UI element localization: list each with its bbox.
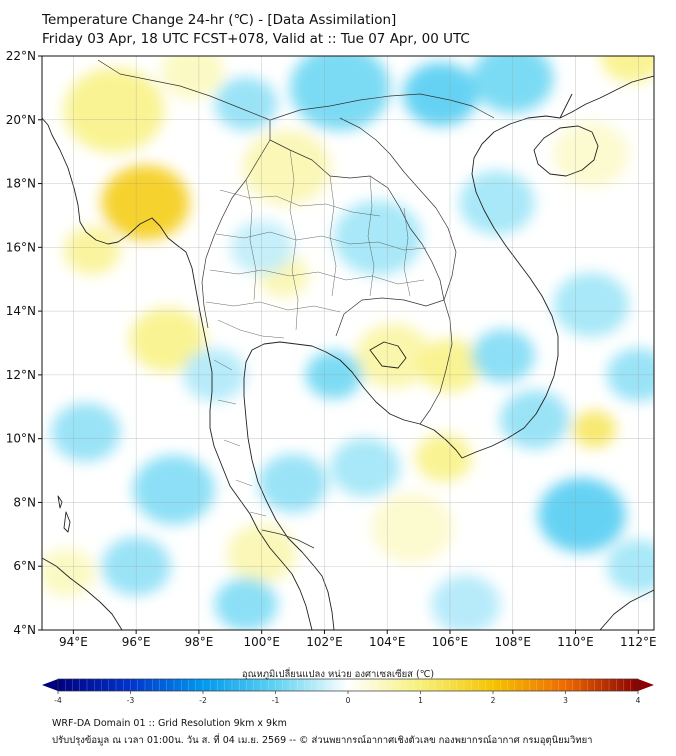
warm-anomaly	[572, 410, 617, 448]
border-thailand-laos	[269, 139, 445, 301]
warm-anomaly	[63, 67, 165, 153]
cool-anomaly	[431, 575, 501, 630]
lat-tick-label: 6°N	[13, 559, 36, 573]
lat-tick-label: 18°N	[6, 177, 36, 191]
coastline-mainland	[42, 117, 313, 630]
lat-tick-label: 10°N	[6, 432, 36, 446]
lon-tick-label: 110°E	[557, 635, 594, 649]
colorbar-tick-label: -1	[272, 696, 280, 705]
cool-anomaly	[537, 477, 626, 553]
coastline-leizhou	[559, 93, 573, 119]
coastline-gulf-east	[295, 343, 463, 459]
map-frame	[41, 55, 655, 631]
thailand-provinces	[205, 149, 427, 517]
border-myanmar-thailand	[201, 139, 271, 329]
cool-anomaly	[330, 438, 400, 497]
lon-tick-label: 112°E	[620, 635, 657, 649]
lon-tick-label: 94°E	[59, 635, 88, 649]
cool-anomaly	[289, 56, 391, 131]
colorbar-min-arrow	[42, 679, 58, 691]
lat-tick-label: 12°N	[6, 368, 36, 382]
lon-tick-label: 106°E	[432, 635, 469, 649]
warm-anomaly	[129, 307, 206, 372]
lat-tick-label: 22°N	[6, 49, 36, 63]
lat-tick-label: 4°N	[13, 623, 36, 637]
warm-anomaly	[101, 165, 190, 241]
cool-anomaly	[402, 62, 479, 127]
graticule	[42, 56, 654, 630]
lat-tick-label: 16°N	[6, 240, 36, 254]
issued-credit: ปรับปรุงข้อมูล ณ เวลา 01:00น. วัน ส. ที่…	[52, 735, 593, 746]
warm-anomaly	[600, 56, 654, 83]
lon-tick-label: 96°E	[122, 635, 151, 649]
coastline-gulf-west	[243, 341, 335, 630]
cool-anomaly	[133, 455, 215, 525]
cool-anomaly	[500, 390, 570, 449]
lon-tick-label: 100°E	[243, 635, 280, 649]
map-axes: 4°N 6°N 8°N 10°N 12°N 14°N 16°N 18°N 20°N 22°N 94°…	[6, 49, 657, 649]
cool-anomaly	[214, 77, 278, 131]
lat-tick-label: 14°N	[6, 304, 36, 318]
map-subtitle: Friday 03 Apr, 18 UTC FCST+078, Valid at…	[42, 31, 470, 47]
warm-anomaly	[42, 548, 96, 597]
cool-anomaly	[51, 402, 121, 462]
warm-anomaly	[415, 433, 472, 482]
cool-anomaly	[333, 200, 422, 276]
cool-anomaly	[459, 170, 535, 235]
lon-tick-label: 102°E	[306, 635, 343, 649]
colorbar-tick-label: 4	[636, 696, 641, 705]
lat-tick-label: 20°N	[6, 113, 36, 127]
border-thailand-malaysia	[261, 529, 315, 549]
warm-anomaly	[371, 493, 454, 563]
colorbar-scale	[58, 679, 638, 691]
colorbar: -4 -3 -2 -1 0 1 2 3 4	[42, 678, 654, 705]
border-china-north	[97, 59, 495, 121]
colorbar-tick-label: 0	[346, 696, 351, 705]
warm-anomaly	[161, 56, 225, 99]
coastline-borneo	[599, 589, 654, 630]
coastline-hainan	[533, 125, 599, 177]
coastline-vietnam	[461, 75, 654, 459]
warm-anomaly	[63, 226, 121, 275]
colorbar-tick-label: 2	[491, 696, 496, 705]
cool-anomaly	[471, 329, 535, 383]
lon-tick-label: 108°E	[495, 635, 532, 649]
colorbar-tick-label: -2	[199, 696, 207, 705]
cool-anomaly	[553, 272, 629, 337]
colorbar-tick-label: 3	[563, 696, 568, 705]
warm-anomaly	[553, 122, 629, 187]
coastline-andaman	[57, 495, 71, 533]
colorbar-tick-label: 1	[418, 696, 423, 705]
lon-tick-label: 98°E	[184, 635, 213, 649]
border-laos-vietnam	[339, 117, 457, 301]
lon-tick-label: 104°E	[369, 635, 406, 649]
cool-anomaly	[258, 453, 328, 513]
lat-tick-label: 8°N	[13, 495, 36, 509]
colorbar-max-arrow	[638, 679, 654, 691]
border-thailand-cambodia	[335, 297, 445, 337]
model-info: WRF-DA Domain 01 :: Grid Resolution 9km …	[52, 718, 287, 729]
colorbar-label: อุณหภูมิเปลี่ยนแปลง หน่วย องศาเซลเซียส (…	[241, 669, 435, 680]
warm-anomaly	[242, 130, 331, 205]
colorbar-tick-label: -3	[127, 696, 135, 705]
coastline-tonle-sap	[369, 341, 407, 369]
colorbar-tick-label: -4	[54, 696, 62, 705]
map-title: Temperature Change 24-hr (℃) - [Data Ass…	[42, 12, 397, 28]
cool-anomaly	[214, 577, 278, 630]
warm-anomaly	[355, 323, 432, 388]
